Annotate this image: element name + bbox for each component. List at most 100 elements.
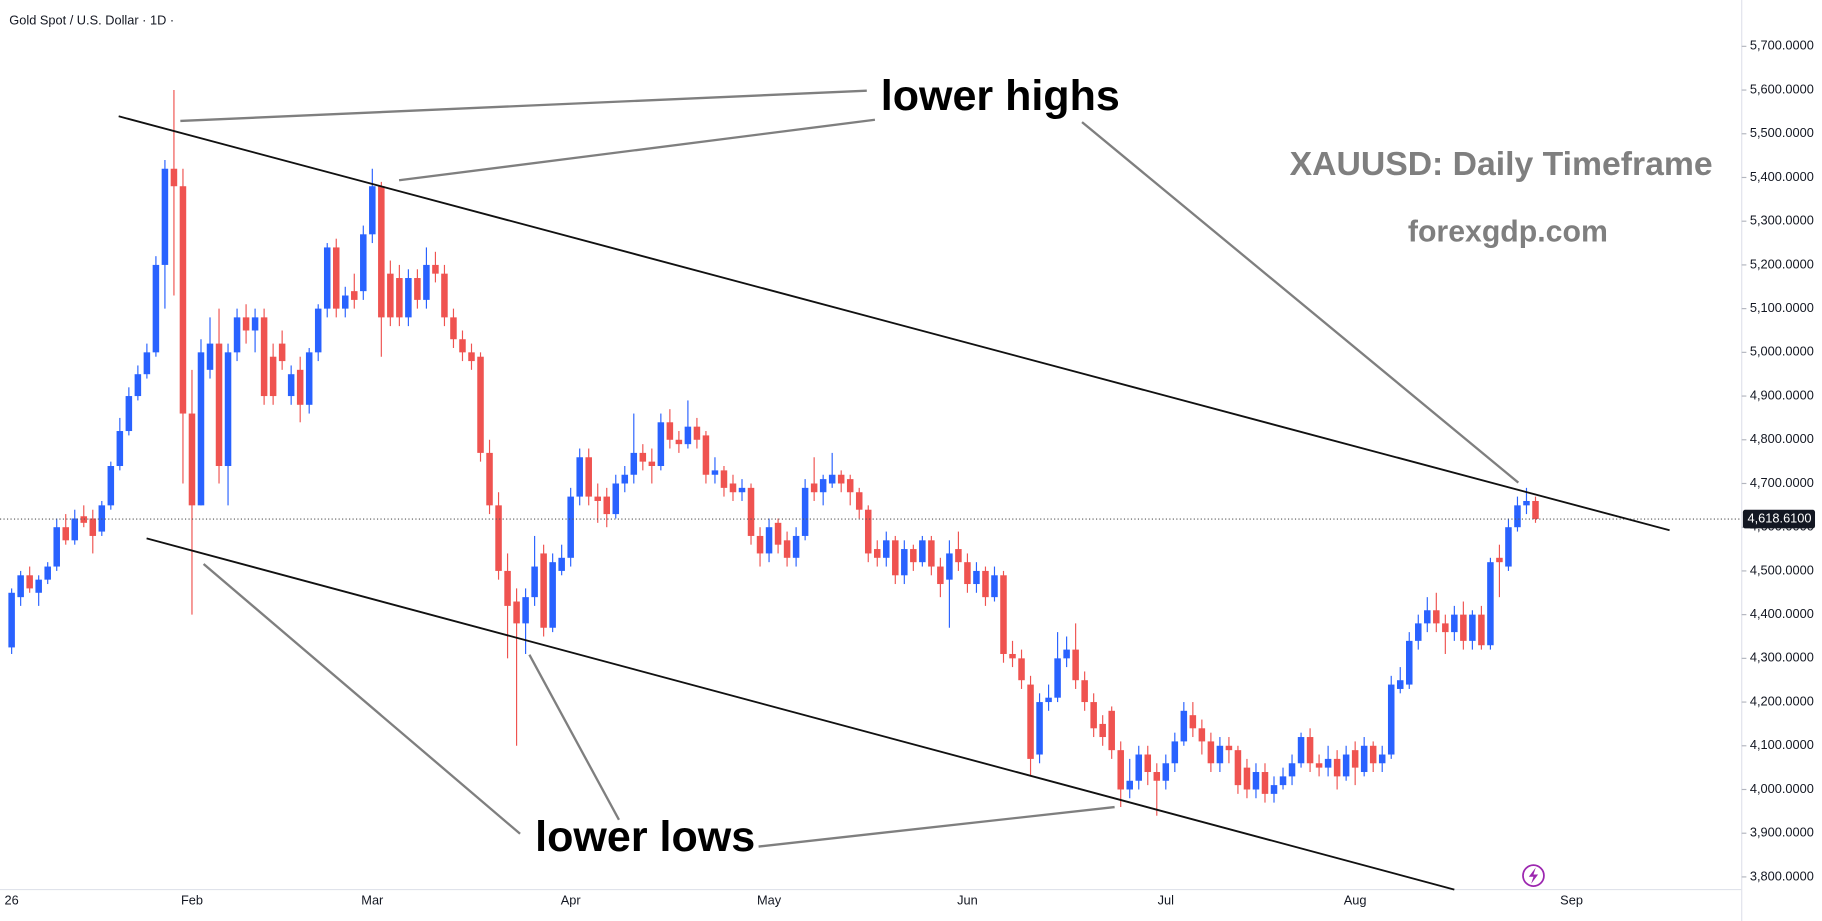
candle-body xyxy=(1342,754,1350,777)
last-price-box xyxy=(1742,509,1816,529)
candle-body xyxy=(828,474,836,484)
candle-body xyxy=(53,527,60,567)
y-tick-label: 5,200.0000 xyxy=(1750,256,1814,271)
candle-body xyxy=(423,264,430,300)
event-icon[interactable] xyxy=(1522,864,1545,887)
candle-body xyxy=(1153,772,1161,781)
candle-body xyxy=(1442,623,1449,633)
candle-body xyxy=(179,186,187,414)
y-tick-label: 4,400.0000 xyxy=(1750,606,1814,621)
candle-body xyxy=(1405,640,1413,685)
candle-body xyxy=(603,496,611,515)
candle-body xyxy=(1306,737,1314,764)
candle-body xyxy=(378,186,385,318)
x-tick-label: Sep xyxy=(1560,893,1583,908)
y-tick-label: 5,000.0000 xyxy=(1750,344,1814,359)
candle-body xyxy=(396,278,403,318)
y-tick-label: 4,700.0000 xyxy=(1750,475,1814,490)
candle-body xyxy=(585,457,592,497)
candle-body xyxy=(107,466,115,506)
candle-body xyxy=(468,352,475,362)
candle-body xyxy=(233,317,241,353)
last-price-label: 4,618.6100 xyxy=(1748,510,1812,525)
pointer-line xyxy=(1081,121,1520,484)
candle-body xyxy=(964,562,971,585)
candle-body xyxy=(531,566,538,598)
candle-body xyxy=(522,597,529,624)
x-tick-label: Jul xyxy=(1158,893,1174,908)
candle-body xyxy=(1424,610,1431,624)
candle-body xyxy=(702,435,710,475)
candle-body xyxy=(495,505,502,571)
x-tick-label: Apr xyxy=(561,893,582,908)
candle-body xyxy=(792,535,800,558)
candle-body xyxy=(1505,527,1512,567)
candle-body xyxy=(224,352,232,467)
x-tick-label: Aug xyxy=(1344,893,1367,908)
candle-body xyxy=(720,470,728,488)
candle-body xyxy=(594,496,601,501)
pointer-line xyxy=(528,654,620,821)
candle-body xyxy=(152,264,160,353)
candle-body xyxy=(486,452,493,506)
candle-body xyxy=(801,487,809,536)
candle-body xyxy=(459,339,466,353)
candle-body xyxy=(630,452,638,475)
candle-body xyxy=(134,374,142,397)
candle-body xyxy=(314,308,322,353)
candle-body xyxy=(1027,684,1034,759)
candle-body xyxy=(540,553,547,628)
candle-body xyxy=(215,343,223,467)
candle-body xyxy=(278,343,286,362)
candle-body xyxy=(432,264,439,274)
candle-body xyxy=(1054,658,1061,698)
candle-body xyxy=(1189,715,1197,729)
candle-body xyxy=(1171,741,1179,764)
candle-body xyxy=(387,273,394,318)
y-tick-label: 4,900.0000 xyxy=(1750,387,1814,402)
candle-body xyxy=(296,369,304,405)
y-tick-label: 4,100.0000 xyxy=(1750,737,1814,752)
candle-body xyxy=(206,343,214,370)
candle-body xyxy=(883,540,890,558)
candle-body xyxy=(765,527,773,554)
upper-trendline xyxy=(118,115,1670,532)
candle-body xyxy=(738,487,746,493)
candle-body xyxy=(657,422,665,467)
candle-body xyxy=(242,317,250,331)
candle-body xyxy=(62,527,69,541)
candle-body xyxy=(1090,702,1097,729)
candle-body xyxy=(648,461,656,467)
candle-body xyxy=(1396,680,1404,689)
candle-body xyxy=(982,570,989,598)
candle-body xyxy=(1387,684,1395,755)
candle-body xyxy=(1063,649,1070,659)
x-tick-label: 26 xyxy=(5,893,19,908)
candle-body xyxy=(477,356,484,453)
candle-body xyxy=(855,492,863,510)
y-tick-label: 3,900.0000 xyxy=(1750,825,1814,840)
candle-body xyxy=(170,168,178,187)
candle-body xyxy=(323,247,331,309)
candle-body xyxy=(783,540,791,558)
y-tick-label: 5,700.0000 xyxy=(1750,38,1814,53)
candle-body xyxy=(558,557,565,571)
candle-body xyxy=(1351,750,1359,768)
y-tick-label: 5,400.0000 xyxy=(1750,169,1814,184)
candle-body xyxy=(837,474,845,484)
candle-body xyxy=(1108,710,1115,751)
candle-body xyxy=(1469,614,1476,641)
candle-body xyxy=(1009,653,1016,659)
y-tick-label: 4,800.0000 xyxy=(1750,431,1814,446)
candle-body xyxy=(1360,745,1368,773)
annotation: lower lows xyxy=(535,813,755,861)
candle-body xyxy=(919,540,926,563)
candle-body xyxy=(1270,785,1278,794)
candle-body xyxy=(1496,557,1503,563)
candle-body xyxy=(1478,614,1485,646)
pointer-line xyxy=(202,563,521,835)
candle-body xyxy=(756,535,764,554)
candle-body xyxy=(1514,505,1521,528)
candle-body xyxy=(576,457,583,497)
